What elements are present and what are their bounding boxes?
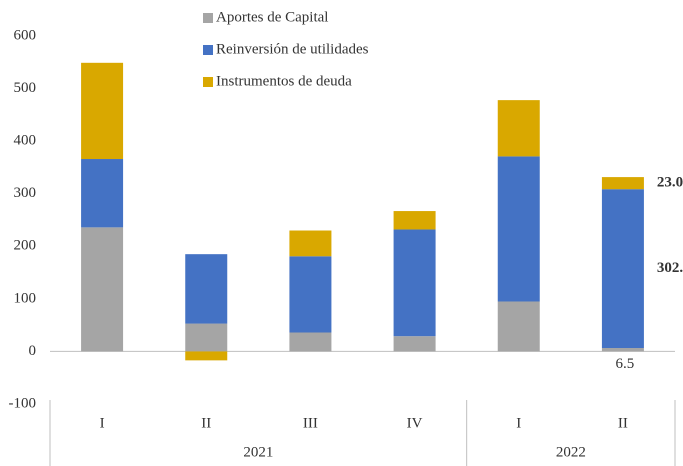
x-tick-label: I bbox=[100, 415, 105, 431]
bar-segment bbox=[601, 348, 644, 352]
bar-segment bbox=[81, 62, 124, 160]
x-tick-label: I bbox=[516, 415, 521, 431]
bar-segment bbox=[497, 100, 540, 157]
legend-swatch bbox=[203, 13, 213, 23]
bar-segment bbox=[393, 336, 436, 352]
y-tick-label: -100 bbox=[9, 395, 37, 411]
y-tick-label: 400 bbox=[14, 133, 37, 149]
y-tick-label: 200 bbox=[14, 238, 37, 254]
legend-label: Instrumentos de deuda bbox=[216, 73, 352, 89]
bar-segment bbox=[393, 211, 436, 230]
group-label: 2022 bbox=[556, 444, 586, 460]
bar-segment bbox=[185, 323, 228, 352]
bar-segment bbox=[497, 156, 540, 302]
bar-segment bbox=[289, 230, 332, 257]
legend-swatch bbox=[203, 77, 213, 87]
bar-segment bbox=[289, 256, 332, 333]
legend-label: Aportes de Capital bbox=[216, 9, 328, 25]
y-tick-label: 0 bbox=[29, 343, 37, 359]
bar-segment bbox=[185, 351, 228, 361]
y-tick-label: 500 bbox=[14, 80, 37, 96]
data-label: 23.0 bbox=[657, 175, 683, 191]
bar-segment bbox=[497, 301, 540, 352]
x-tick-label: III bbox=[303, 415, 318, 431]
x-tick-label: IV bbox=[407, 415, 423, 431]
y-tick-label: 300 bbox=[14, 185, 37, 201]
x-tick-label: II bbox=[618, 415, 628, 431]
legend-label: Reinversión de utilidades bbox=[216, 41, 369, 57]
y-tick-label: 600 bbox=[14, 27, 37, 43]
legend-swatch bbox=[203, 45, 213, 55]
bar-segment bbox=[601, 177, 644, 190]
bar-segment bbox=[81, 159, 124, 228]
group-label: 2021 bbox=[243, 444, 273, 460]
data-label: 6.5 bbox=[616, 356, 635, 372]
x-tick-label: II bbox=[201, 415, 211, 431]
bar-segment bbox=[81, 227, 124, 352]
y-tick-label: 100 bbox=[14, 290, 37, 306]
data-label: 302.1 bbox=[657, 260, 683, 276]
bar-segment bbox=[393, 229, 436, 337]
bar-segment bbox=[185, 254, 228, 324]
bar-segment bbox=[601, 189, 644, 349]
bar-segment bbox=[289, 332, 332, 352]
